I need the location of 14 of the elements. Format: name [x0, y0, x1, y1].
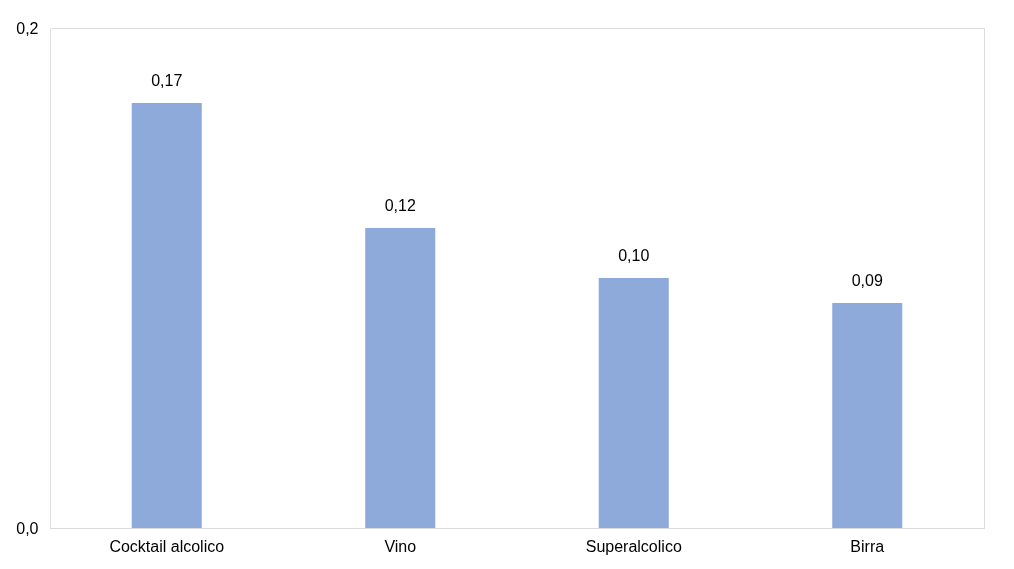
bar — [832, 303, 903, 528]
x-tick-label: Birra — [850, 537, 885, 555]
data-label: 0,17 — [151, 72, 183, 89]
data-label: 0,12 — [384, 197, 416, 214]
x-tick-label: Cocktail alcolico — [109, 537, 225, 555]
y-tick-label: 0,2 — [16, 19, 39, 37]
y-tick-label: 0,0 — [16, 519, 39, 537]
bar — [131, 103, 202, 528]
data-label: 0,09 — [851, 272, 883, 289]
bar — [598, 278, 669, 528]
x-tick-label: Superalcolico — [585, 537, 682, 555]
x-tick-label: Vino — [384, 537, 417, 555]
bar — [365, 228, 436, 528]
data-label: 0,10 — [618, 247, 650, 264]
